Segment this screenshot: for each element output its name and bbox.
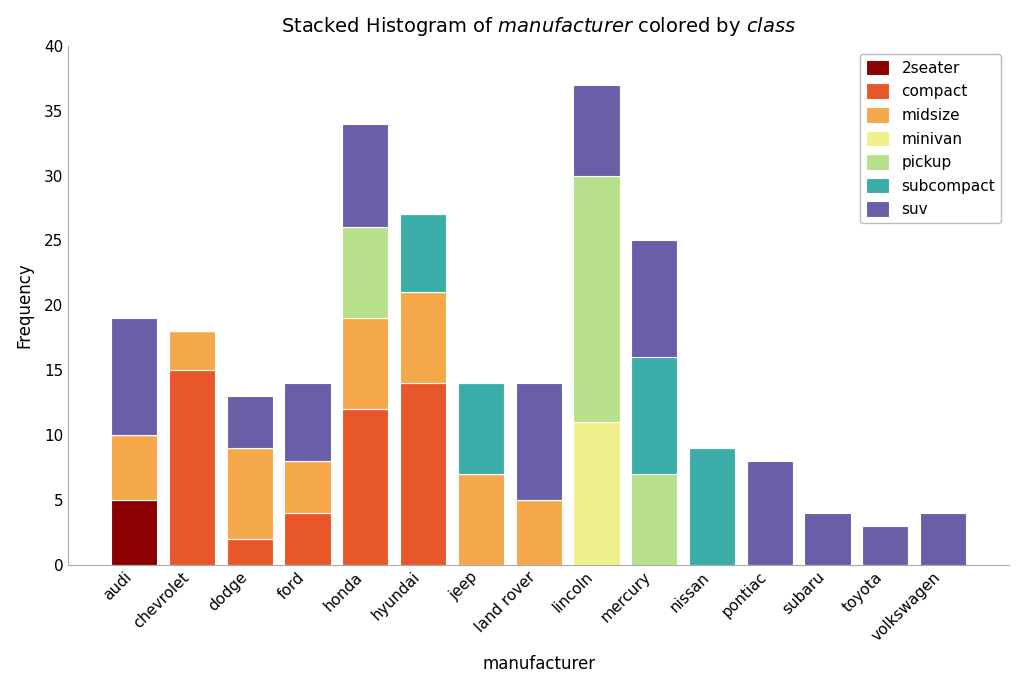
Bar (631, 240, 677, 357)
Bar (515, 499, 562, 565)
Bar (746, 461, 793, 565)
Bar (226, 396, 272, 448)
Bar (573, 85, 620, 175)
Bar (458, 383, 504, 474)
Bar (112, 435, 158, 499)
Bar (342, 319, 388, 409)
Bar (226, 448, 272, 539)
Title: Stacked Histogram of $\it{manufacturer}$ colored by $\it{class}$: Stacked Histogram of $\it{manufacturer}$… (282, 15, 797, 38)
Bar (862, 526, 908, 565)
Bar (285, 383, 331, 461)
Bar (112, 319, 158, 435)
Bar (920, 513, 967, 565)
Bar (573, 422, 620, 565)
Bar (169, 331, 215, 370)
X-axis label: manufacturer: manufacturer (482, 655, 595, 673)
Bar (226, 539, 272, 565)
Bar (631, 474, 677, 565)
Bar (573, 175, 620, 422)
Bar (342, 124, 388, 228)
Bar (342, 409, 388, 565)
Bar (805, 513, 851, 565)
Bar (631, 357, 677, 474)
Bar (342, 228, 388, 319)
Bar (112, 499, 158, 565)
Bar (515, 383, 562, 499)
Bar (285, 461, 331, 513)
Y-axis label: Frequency: Frequency (15, 262, 33, 348)
Bar (400, 292, 446, 383)
Bar (689, 448, 735, 565)
Bar (285, 513, 331, 565)
Bar (458, 474, 504, 565)
Bar (400, 383, 446, 565)
Bar (400, 215, 446, 292)
Legend: 2seater, compact, midsize, minivan, pickup, subcompact, suv: 2seater, compact, midsize, minivan, pick… (860, 54, 1001, 224)
Bar (169, 370, 215, 565)
